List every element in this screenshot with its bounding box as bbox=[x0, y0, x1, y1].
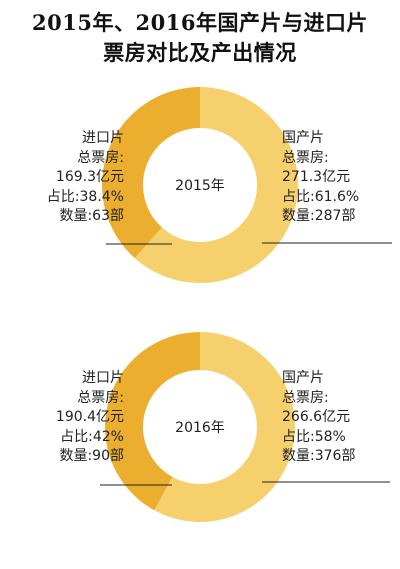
domestic-total-label: 总票房: bbox=[282, 389, 329, 406]
slice-imported bbox=[102, 87, 200, 259]
domestic-label-2016: 国产片 总票房: 266.6亿元 占比:58% 数量:376部 bbox=[282, 369, 355, 467]
domestic-count: 数量:376部 bbox=[282, 448, 356, 464]
slice-imported bbox=[104, 332, 200, 511]
domestic-total-label: 总票房: bbox=[282, 149, 329, 166]
imported-count: 数量:63部 bbox=[59, 208, 124, 224]
center-label-2015: 2015年 bbox=[175, 178, 225, 194]
imported-total: 169.3亿元 bbox=[55, 169, 124, 185]
chart-title-line1: 2015年、2016年国产片与进口片 bbox=[32, 10, 368, 35]
domestic-total: 266.6亿元 bbox=[282, 409, 351, 425]
domestic-share: 占比:61.6% bbox=[282, 188, 360, 205]
domestic-count: 数量:287部 bbox=[282, 208, 356, 224]
donut-svg-2015: 2015年 bbox=[102, 87, 392, 283]
domestic-label-2015: 国产片 总票房: 271.3亿元 占比:61.6% 数量:287部 bbox=[282, 129, 359, 227]
center-label-2016: 2016年 bbox=[175, 420, 225, 436]
domestic-share: 占比:58% bbox=[282, 428, 346, 445]
imported-total-label: 总票房: bbox=[77, 389, 124, 406]
imported-share: 占比:38.4% bbox=[46, 188, 124, 205]
donut-chart-2016: 2016年 进口片 总票房: 190.4亿元 占比:42% 数量:90部 国产片… bbox=[0, 329, 400, 569]
imported-label-2015: 进口片 总票房: 169.3亿元 占比:38.4% 数量:63部 bbox=[47, 129, 124, 227]
imported-total-label: 总票房: bbox=[77, 149, 124, 166]
imported-label-2016: 进口片 总票房: 190.4亿元 占比:42% 数量:90部 bbox=[56, 369, 124, 467]
donut-svg-2016: 2016年 bbox=[100, 332, 390, 522]
imported-share: 占比:42% bbox=[60, 428, 124, 445]
slice-domestic bbox=[134, 87, 299, 283]
domestic-name: 国产片 bbox=[282, 130, 324, 146]
imported-name: 进口片 bbox=[82, 130, 124, 146]
donut-chart-2015: 2015年 进口片 总票房: 169.3亿元 占比:38.4% 数量:63部 国… bbox=[0, 87, 400, 327]
imported-total: 190.4亿元 bbox=[55, 409, 124, 425]
domestic-total: 271.3亿元 bbox=[282, 169, 351, 185]
domestic-name: 国产片 bbox=[282, 370, 324, 386]
imported-count: 数量:90部 bbox=[59, 448, 124, 464]
imported-name: 进口片 bbox=[82, 370, 124, 386]
slice-domestic bbox=[154, 332, 295, 522]
chart-title-line2: 票房对比及产出情况 bbox=[103, 40, 297, 65]
